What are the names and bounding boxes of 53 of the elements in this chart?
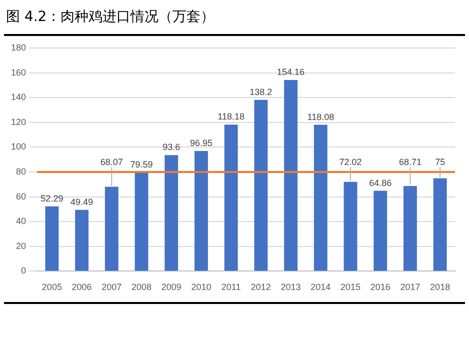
x-tick-label: 2005 xyxy=(42,282,62,292)
x-tick-label: 2010 xyxy=(191,282,212,292)
bar xyxy=(45,206,59,271)
y-tick-label: 0 xyxy=(21,266,26,276)
y-tick-label: 80 xyxy=(16,166,26,176)
x-tick-label: 2015 xyxy=(340,282,361,292)
bar xyxy=(433,178,447,271)
bar xyxy=(404,186,417,271)
x-tick-label: 2017 xyxy=(400,282,420,292)
data-label: 118.08 xyxy=(307,112,334,122)
x-tick-label: 2006 xyxy=(72,282,92,292)
data-label: 75 xyxy=(435,156,446,167)
x-tick-label: 2013 xyxy=(280,282,301,292)
x-tick-label: 2016 xyxy=(370,282,390,292)
y-tick-label: 100 xyxy=(10,142,26,152)
x-tick-label: 2018 xyxy=(430,282,450,292)
data-label: 154.16 xyxy=(277,67,305,78)
data-label: 138.2 xyxy=(250,86,272,97)
data-label: 72.02 xyxy=(339,156,362,167)
bar xyxy=(134,172,148,271)
data-label: 93.6 xyxy=(162,142,180,152)
bar xyxy=(344,182,358,271)
y-tick-label: 160 xyxy=(10,67,26,78)
bar xyxy=(104,186,118,271)
chart-title: 图 4.2：肉种鸡进口情况（万套） xyxy=(6,8,215,26)
data-label: 79.59 xyxy=(130,159,153,170)
x-tick-label: 2012 xyxy=(250,282,271,292)
x-tick-label: 2007 xyxy=(102,282,122,292)
data-label: 64.86 xyxy=(369,178,392,188)
x-tick-label: 2011 xyxy=(221,282,241,292)
bar xyxy=(75,210,89,271)
bar xyxy=(374,190,388,271)
bar xyxy=(254,100,268,271)
data-label: 68.07 xyxy=(100,156,123,167)
y-tick-label: 120 xyxy=(10,116,26,127)
bar xyxy=(284,80,298,271)
x-tick-label: 2009 xyxy=(161,282,182,292)
data-label: 49.49 xyxy=(70,196,94,207)
bar xyxy=(164,155,178,271)
y-tick-label: 60 xyxy=(16,191,26,202)
bar xyxy=(314,124,328,271)
data-label: 96.95 xyxy=(190,138,212,148)
y-tick-label: 140 xyxy=(10,92,26,102)
x-tick-label: 2014 xyxy=(310,282,331,292)
x-tick-label: 2008 xyxy=(131,282,152,292)
bar xyxy=(194,150,208,271)
data-label: 52.29 xyxy=(40,193,64,204)
y-tick-label: 180 xyxy=(10,42,26,52)
bar xyxy=(224,124,238,271)
y-tick-label: 20 xyxy=(16,240,26,251)
data-label: 118.18 xyxy=(218,112,245,122)
data-label: 68.71 xyxy=(398,156,422,167)
y-tick-label: 40 xyxy=(16,216,26,226)
